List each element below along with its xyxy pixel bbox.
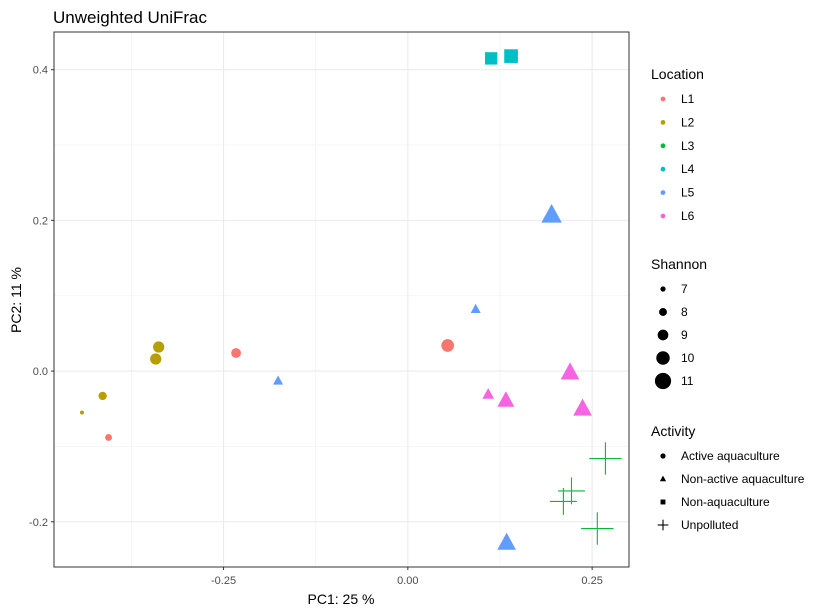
data-point-l2-circle: [80, 410, 85, 415]
legend-shannon-key: [654, 372, 672, 390]
legend-shannon-title: Shannon: [651, 256, 707, 272]
legend-location-title: Location: [651, 66, 704, 82]
legend-activity-key-square: [660, 499, 666, 505]
data-point-l3-plus: [581, 512, 614, 545]
legend: Location Shannon Activity L1 L2 L3 L4 L5 L6 7 8…: [651, 66, 805, 532]
y-tick-label: 0.4: [33, 65, 48, 77]
legend-shannon-label: 8: [681, 305, 688, 319]
legend-shannon-key: [656, 351, 670, 365]
legend-activity-label: Unpolluted: [681, 518, 738, 532]
legend-location-label-l1: L1: [681, 92, 695, 106]
legend-shannon-label: 7: [681, 282, 688, 296]
y-tick-label: -0.2: [29, 517, 48, 529]
data-point-l6-triangle: [573, 398, 592, 416]
data-point-l3-plus: [549, 488, 577, 515]
legend-location-label-l6: L6: [681, 209, 695, 223]
y-tick-label: 0.0: [33, 366, 48, 378]
data-point-l6-triangle: [482, 388, 495, 399]
legend-activity-label: Active aquaculture: [681, 449, 780, 463]
grid-layer: [54, 32, 629, 567]
axis-ticks: -0.25 0.00 0.25 -0.2 0.0 0.2 0.4: [29, 65, 603, 587]
data-point-l1-circle: [231, 348, 241, 358]
legend-activity-key-circle: [660, 453, 666, 459]
data-point-l4-square: [504, 49, 518, 63]
legend-location-label-l2: L2: [681, 115, 695, 129]
legend-activity-label: Non-aquaculture: [681, 495, 770, 509]
data-point-l2-circle: [98, 391, 107, 401]
legend-location-key-l3: [660, 143, 666, 149]
panel-border: [53, 31, 630, 568]
data-point-l2-circle: [150, 353, 162, 365]
x-tick-label: -0.25: [211, 575, 236, 587]
data-point-l6-triangle: [497, 391, 515, 407]
legend-activity-key-plus: [657, 519, 669, 531]
legend-location-key-l4: [660, 166, 666, 172]
chart-title: Unweighted UniFrac: [53, 8, 208, 27]
data-point-l5-triangle: [273, 375, 284, 385]
x-axis-title: PC1: 25 %: [308, 591, 375, 607]
data-point-l6-triangle: [560, 362, 580, 380]
legend-location-key-l5: [660, 190, 666, 196]
legend-shannon-label: 9: [681, 328, 688, 342]
y-axis-title: PC2: 11 %: [8, 267, 24, 333]
data-point-l2-circle: [153, 341, 165, 353]
data-point-l4-square: [484, 52, 498, 65]
legend-location-label-l3: L3: [681, 139, 695, 153]
data-point-l5-triangle: [470, 303, 481, 313]
legend-location-label-l5: L5: [681, 186, 695, 200]
data-point-l5-triangle: [497, 532, 516, 550]
data-point-l3-plus: [558, 477, 585, 505]
legend-location-key-l6: [660, 213, 666, 219]
data-point-l1-circle: [441, 339, 455, 352]
legend-shannon-label: 10: [681, 351, 695, 365]
legend-shannon-key: [659, 308, 667, 316]
legend-activity-label: Non-active aquaculture: [681, 472, 805, 486]
legend-location-key-l1: [660, 96, 666, 102]
data-point-l1-circle: [105, 433, 113, 441]
x-tick-label: 0.25: [581, 575, 602, 587]
data-point-l5-triangle: [541, 204, 562, 223]
y-tick-label: 0.2: [33, 215, 48, 227]
legend-shannon-label: 11: [681, 374, 694, 388]
legend-shannon-key: [657, 329, 669, 341]
legend-activity-title: Activity: [651, 423, 695, 439]
legend-location-label-l4: L4: [681, 162, 695, 176]
points-layer: [80, 49, 622, 550]
data-point-l3-plus: [589, 442, 622, 475]
legend-location-key-l2: [660, 120, 666, 125]
legend-shannon-key: [660, 286, 666, 292]
x-tick-label: 0.00: [397, 575, 418, 587]
legend-activity-key-triangle: [659, 475, 667, 482]
